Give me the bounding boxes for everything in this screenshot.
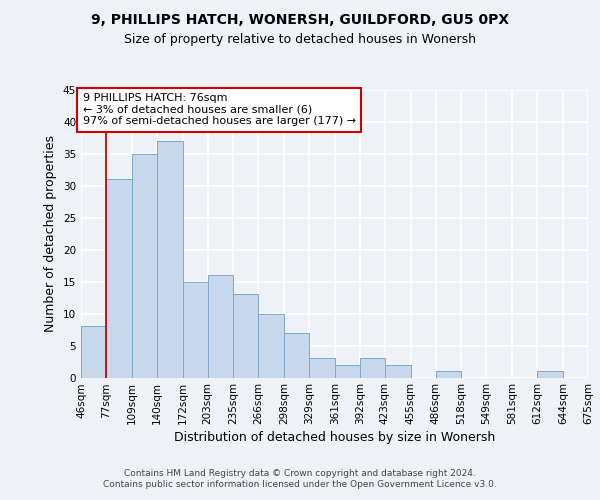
Bar — [436, 371, 461, 378]
X-axis label: Distribution of detached houses by size in Wonersh: Distribution of detached houses by size … — [174, 432, 495, 444]
Y-axis label: Number of detached properties: Number of detached properties — [44, 135, 58, 332]
Text: 9, PHILLIPS HATCH, WONERSH, GUILDFORD, GU5 0PX: 9, PHILLIPS HATCH, WONERSH, GUILDFORD, G… — [91, 12, 509, 26]
Bar — [106, 180, 132, 378]
Bar — [182, 282, 208, 378]
Bar — [284, 333, 309, 378]
Bar — [132, 154, 157, 378]
Text: Contains public sector information licensed under the Open Government Licence v3: Contains public sector information licen… — [103, 480, 497, 489]
Bar — [335, 364, 360, 378]
Bar — [157, 141, 182, 378]
Bar — [233, 294, 259, 378]
Bar — [81, 326, 106, 378]
Text: 9 PHILLIPS HATCH: 76sqm
← 3% of detached houses are smaller (6)
97% of semi-deta: 9 PHILLIPS HATCH: 76sqm ← 3% of detached… — [83, 93, 356, 126]
Bar — [208, 276, 233, 378]
Bar — [259, 314, 284, 378]
Text: Contains HM Land Registry data © Crown copyright and database right 2024.: Contains HM Land Registry data © Crown c… — [124, 469, 476, 478]
Bar — [588, 371, 600, 378]
Bar — [385, 364, 410, 378]
Bar — [309, 358, 335, 378]
Bar — [360, 358, 385, 378]
Bar — [537, 371, 563, 378]
Text: Size of property relative to detached houses in Wonersh: Size of property relative to detached ho… — [124, 32, 476, 46]
